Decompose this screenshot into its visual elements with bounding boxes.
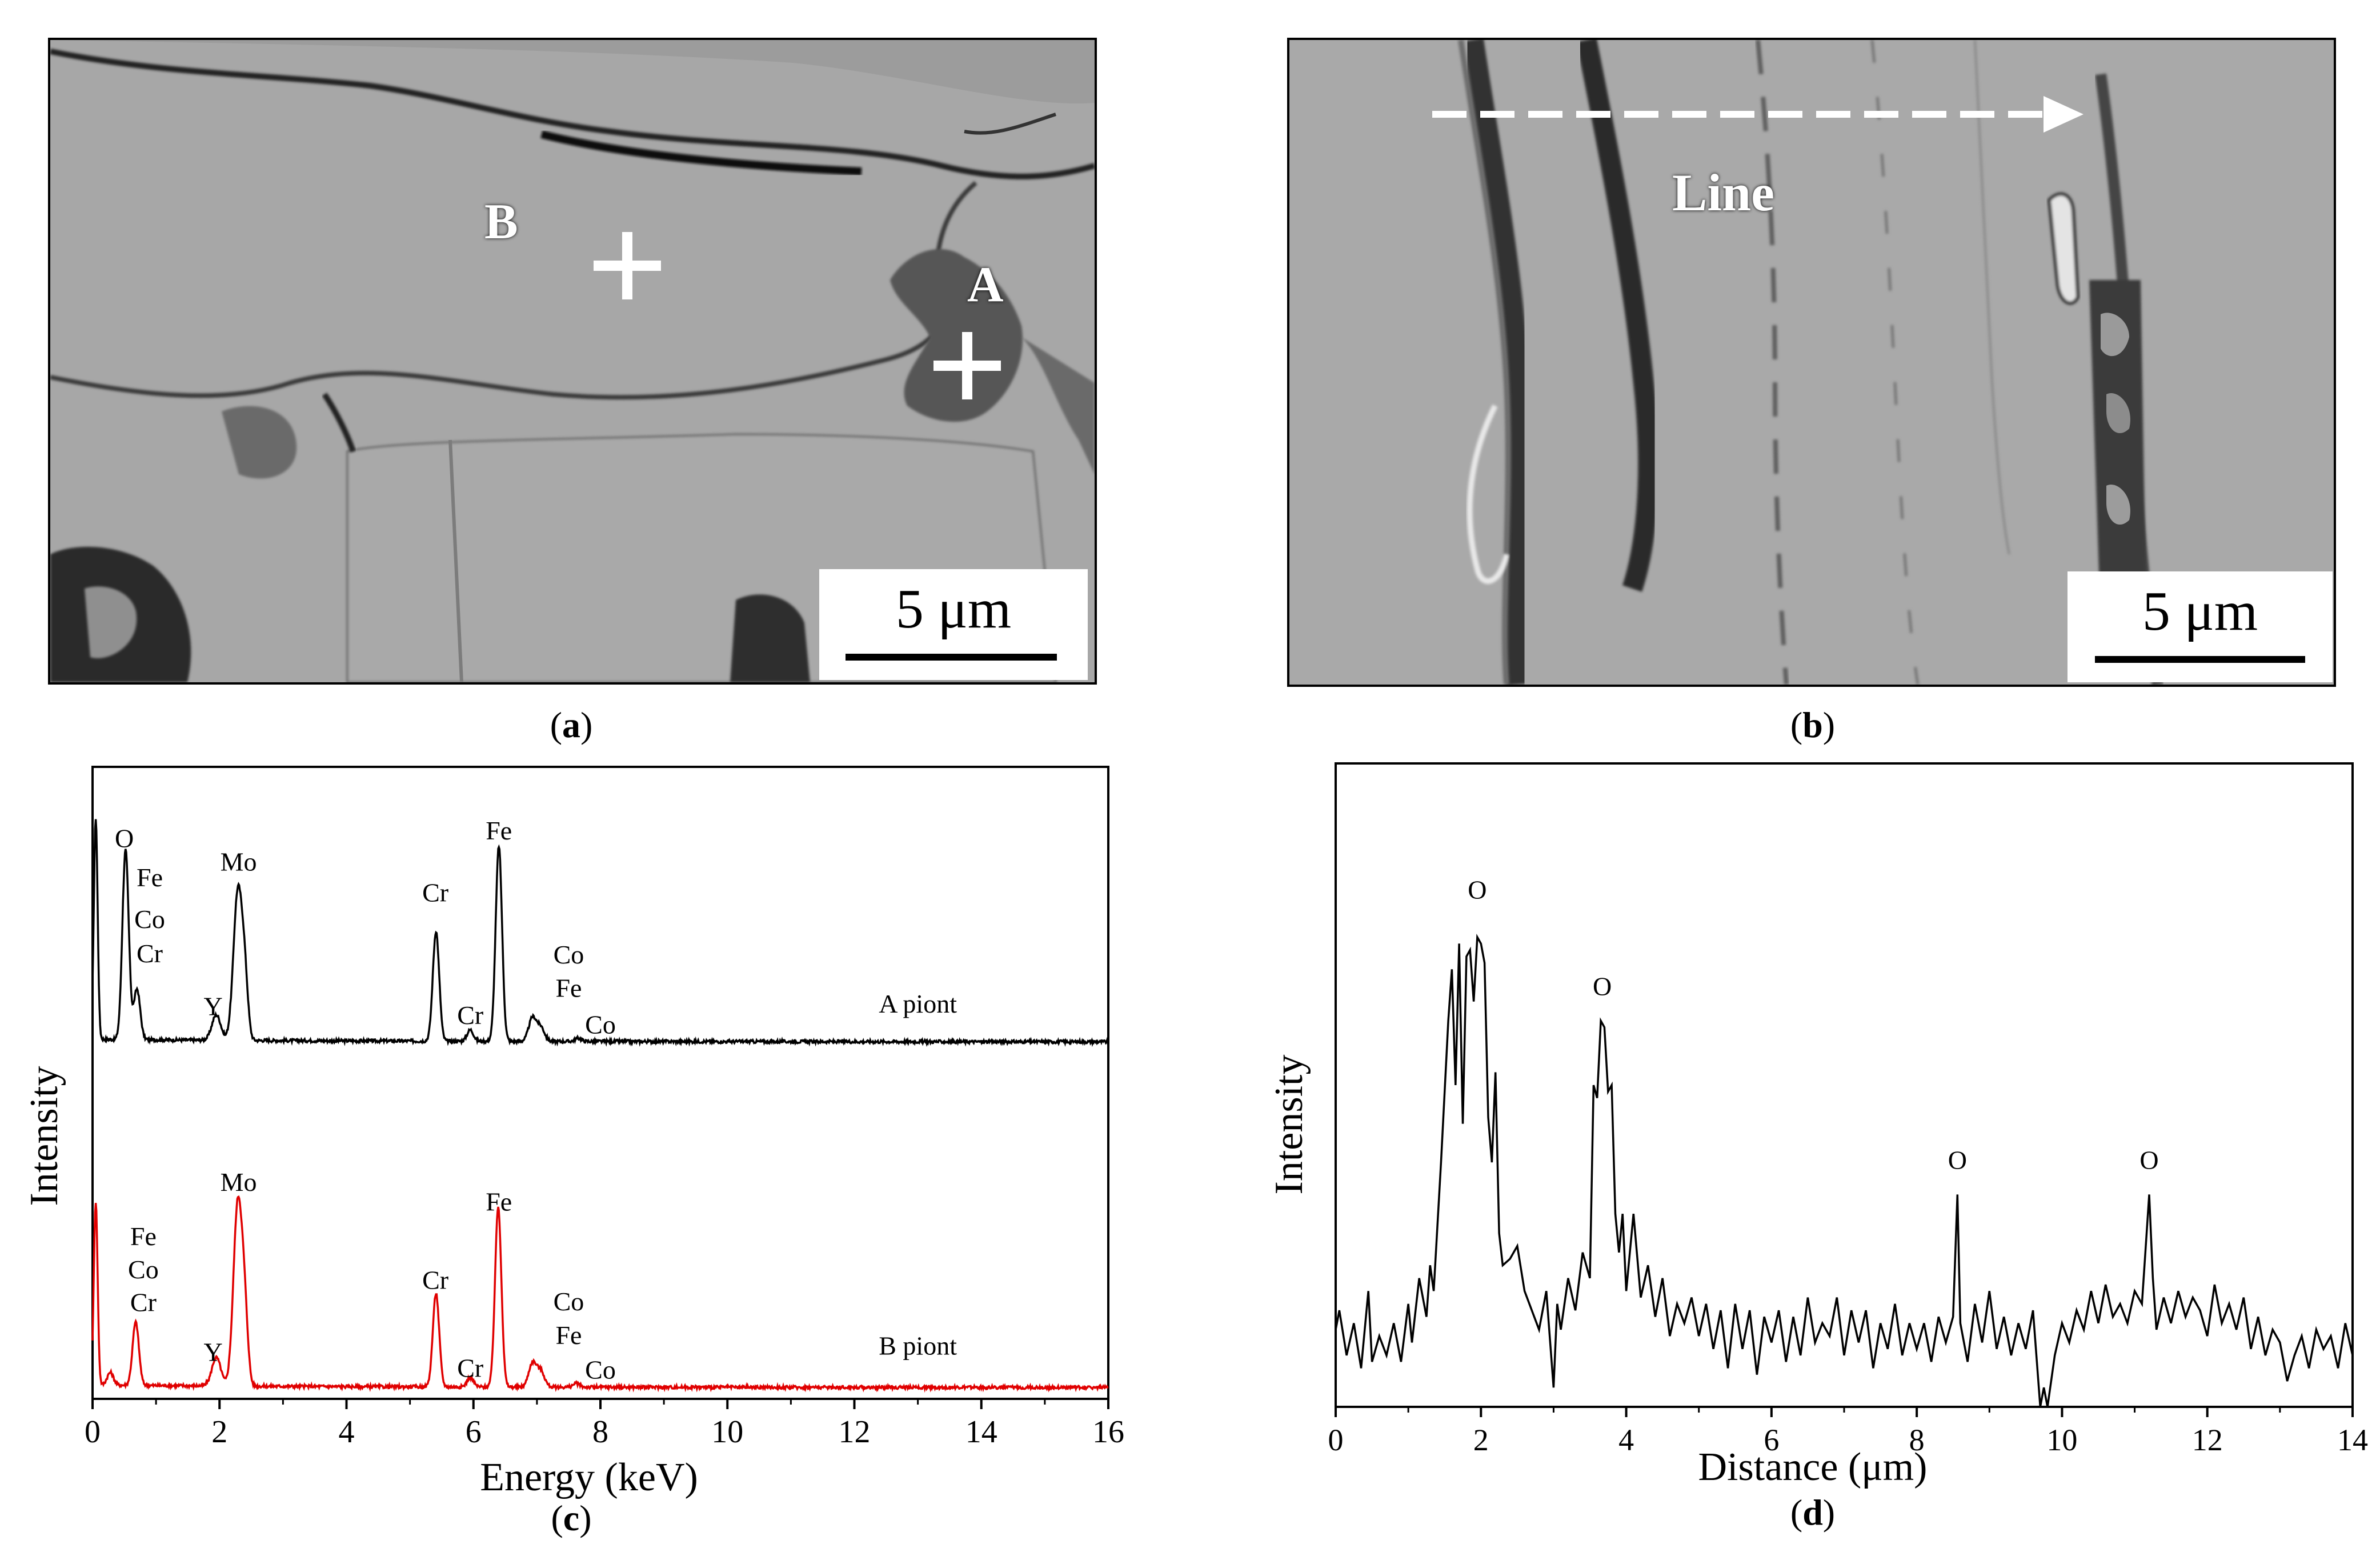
scale-bar-box-a: 5 μm xyxy=(819,569,1088,680)
y-axis-label: Intensity xyxy=(22,1066,66,1206)
sem-micrograph-a xyxy=(50,40,1095,682)
peak-label: Mo xyxy=(221,1167,257,1197)
x-tick-label: 0 xyxy=(85,1414,101,1450)
x-tick-label: 8 xyxy=(1909,1423,1925,1457)
peak-label: Co xyxy=(554,1287,584,1316)
scale-bar-b xyxy=(2095,656,2305,663)
peak-label-o: O xyxy=(2139,1145,2158,1174)
x-tick-label: 12 xyxy=(2192,1423,2223,1457)
x-axis-label: Energy (keV) xyxy=(480,1455,698,1499)
caption-b: (b) xyxy=(1790,705,1836,745)
marker-a-cross xyxy=(933,332,1001,399)
x-tick-label: 10 xyxy=(2046,1423,2077,1457)
x-axis-label: Distance (μm) xyxy=(1698,1445,1928,1489)
peak-label: Fe xyxy=(130,1222,157,1251)
caption-c: (c) xyxy=(551,1498,592,1538)
x-tick-label: 14 xyxy=(2337,1423,2368,1457)
line-label: Line xyxy=(1672,163,1774,222)
panel-c: 0 2 4 6 8 10 12 14 16 O Fe Co Cr Y Mo Cr Cr Fe Co Fe Co A pi… xyxy=(0,754,1190,1568)
peak-label: Fe xyxy=(555,974,582,1003)
scale-bar-box-b: 5 μm xyxy=(2068,571,2333,682)
peak-label: Y xyxy=(204,992,223,1021)
x-tick-label: 12 xyxy=(839,1414,871,1450)
sem-image-b: Line 5 μm xyxy=(1287,38,2336,687)
peak-label: Co xyxy=(554,940,584,969)
peak-label: Cr xyxy=(130,1287,157,1317)
x-tick-label: 14 xyxy=(965,1414,997,1450)
scale-bar-label-b: 5 μm xyxy=(2142,581,2258,642)
peak-label: Cr xyxy=(422,878,448,907)
peak-label: Cr xyxy=(457,1001,483,1030)
x-tick-label: 2 xyxy=(1473,1423,1489,1457)
spectrum-line-b xyxy=(91,1195,1109,1393)
peak-label: Mo xyxy=(221,847,257,876)
peak-label-o: O xyxy=(1468,875,1487,904)
peak-label: Cr xyxy=(422,1266,448,1295)
point-label-a: A xyxy=(967,257,1004,313)
y-axis-label: Intensity xyxy=(1267,1055,1311,1195)
x-tick-label: 6 xyxy=(466,1414,482,1450)
peak-label: Fe xyxy=(486,816,512,845)
peak-label-o: O xyxy=(1948,1145,1967,1174)
peak-label: Fe xyxy=(137,863,163,892)
caption-a: (a) xyxy=(550,705,593,745)
peak-label: Cr xyxy=(457,1353,483,1382)
peak-label: Co xyxy=(585,1010,616,1039)
point-label-b: B xyxy=(484,194,518,250)
sem-image-a: B A 5 μm xyxy=(48,38,1097,685)
panel-b: Line 5 μm (b) xyxy=(1190,0,2380,754)
panel-d: 0 2 4 6 8 10 12 14 O O O O Distance (μm) Intensity… xyxy=(1190,754,2380,1568)
x-tick-label: 6 xyxy=(1764,1423,1779,1457)
caption-d: (d) xyxy=(1790,1492,1836,1533)
peak-label: Y xyxy=(204,1338,223,1367)
x-tick-label: 16 xyxy=(1092,1414,1124,1450)
x-tick-label: 10 xyxy=(711,1414,743,1450)
x-tick-label: 4 xyxy=(1618,1423,1634,1457)
peak-label: Co xyxy=(134,905,165,934)
spectrum-line-a xyxy=(91,819,1109,1047)
line-scan-arrow xyxy=(1432,96,2083,133)
peak-label: A piont xyxy=(879,989,957,1018)
peak-label: Fe xyxy=(555,1321,582,1350)
x-tick-label: 4 xyxy=(339,1414,355,1450)
peak-label: Cr xyxy=(137,939,163,968)
peak-label: Co xyxy=(128,1255,159,1284)
peak-label: Fe xyxy=(486,1187,512,1216)
x-tick-label: 0 xyxy=(1328,1423,1344,1457)
line-scan-series xyxy=(1335,933,2354,1407)
marker-b-cross xyxy=(594,232,661,299)
panel-a: B A 5 μm (a) xyxy=(0,0,1190,754)
scale-bar-label-a: 5 μm xyxy=(895,578,1012,640)
scale-bar-a xyxy=(846,654,1057,661)
peak-label-o: O xyxy=(1593,971,1612,1001)
x-tick-label: 8 xyxy=(592,1414,608,1450)
line-scan-chart: 0 2 4 6 8 10 12 14 O O O O Distance (μm) Intensity xyxy=(1267,762,2368,1489)
x-tick-label: 2 xyxy=(211,1414,227,1450)
peak-label: Co xyxy=(585,1355,616,1385)
peak-label: B piont xyxy=(879,1331,957,1361)
peak-label: O xyxy=(115,823,134,853)
